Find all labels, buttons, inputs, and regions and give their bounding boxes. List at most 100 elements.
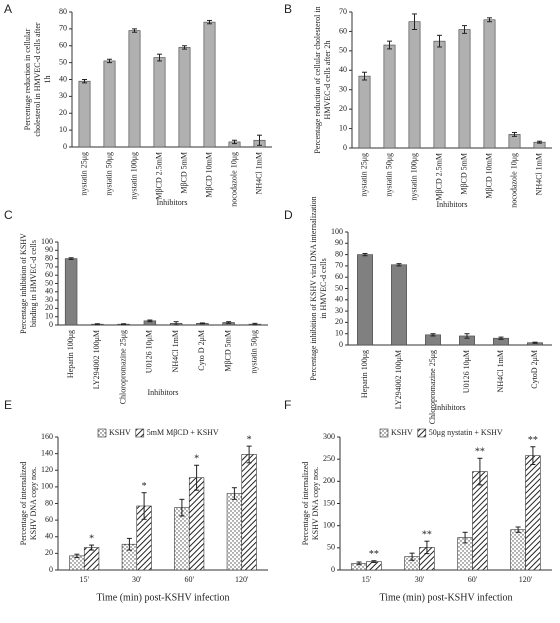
bar: [525, 455, 541, 571]
bar: [188, 477, 205, 571]
x-tick-label: Heparin 100μg: [66, 330, 75, 378]
y-tick-label: 70: [45, 262, 53, 271]
y-tick-label: 30: [59, 91, 67, 100]
x-tick-label: MβCD 10mM: [484, 153, 493, 199]
x-tick-label: MβCD 5mM: [179, 152, 188, 194]
y-tick-label: 100: [41, 237, 53, 246]
bar: [383, 44, 396, 149]
y-tick-label: 30: [339, 85, 347, 94]
y-tick-label: 80: [45, 498, 53, 507]
x-tick-label: U0126 10μM: [462, 350, 471, 393]
y-tick-label: 80: [45, 253, 53, 262]
bar: [128, 30, 141, 148]
y-tick-label: 60: [45, 515, 53, 524]
x-tick-label: Heparin 100μg: [360, 350, 369, 398]
y-axis-label: HMVEC-d cells after 2h: [323, 41, 332, 120]
y-tick-label: 50: [59, 57, 67, 66]
significance-mark: **: [475, 447, 485, 458]
x-tick-label: nocodazole 10μg: [509, 153, 518, 208]
x-tick-label: nocodazole 10μg: [229, 152, 238, 207]
bar: [178, 47, 191, 148]
significance-mark: *: [89, 533, 94, 544]
x-tick-label: CytoD 2μM: [530, 350, 539, 389]
y-tick-label: 70: [59, 24, 67, 33]
bar: [64, 258, 78, 326]
y-tick-label: 10: [45, 312, 53, 321]
y-axis-label: cholesterol in HMVEC-d cells after: [33, 22, 42, 137]
y-tick-label: 40: [45, 287, 53, 296]
y-tick-label: 50: [335, 283, 343, 292]
panel-letter: F: [284, 398, 291, 412]
legend-swatch: [97, 428, 107, 438]
legend-swatch: [417, 428, 427, 438]
x-tick-label: MβCD 2.5mM: [434, 153, 443, 201]
x-tick-label: MβCD 2.5mM: [154, 152, 163, 200]
bar: [358, 75, 371, 149]
significance-mark: **: [369, 549, 379, 560]
y-tick-label: 20: [335, 317, 343, 326]
y-tick-label: 160: [41, 432, 53, 441]
y-axis-label: KSHV DNA copy nos.: [29, 467, 38, 540]
y-axis-label: Percentage of internalized: [301, 462, 310, 546]
x-tick-label: 30': [415, 575, 425, 584]
y-tick-label: 90: [335, 238, 343, 247]
x-tick-label: NH4Cl 1mM: [171, 330, 180, 372]
bar: [153, 57, 166, 148]
y-tick-label: 40: [45, 532, 53, 541]
x-tick-label: 120': [235, 575, 249, 584]
y-axis-label: KSHV DNA copy nos.: [311, 467, 320, 540]
y-tick-label: 20: [59, 108, 67, 117]
significance-mark: *: [247, 434, 252, 445]
x-tick-label: 120': [519, 575, 533, 584]
bar: [510, 529, 526, 571]
y-tick-label: 10: [339, 123, 347, 132]
x-tick-label: Cyto D 2μM: [197, 330, 206, 371]
x-axis-label: Inhibitors: [147, 388, 178, 397]
y-tick-label: 80: [59, 7, 67, 16]
y-tick-label: 70: [335, 261, 343, 270]
legend-label: 50μg nystatin + KSHV: [429, 428, 503, 437]
y-tick-label: 50: [339, 46, 347, 55]
bar: [433, 40, 446, 149]
x-tick-label: LY294002 100μM: [394, 350, 403, 409]
bar: [83, 547, 100, 571]
x-tick-label: 30': [132, 575, 142, 584]
y-tick-label: 80: [335, 249, 343, 258]
y-tick-label: 50: [327, 543, 335, 552]
panel-letter: C: [4, 208, 13, 222]
y-tick-label: 40: [335, 295, 343, 304]
x-tick-label: 60': [185, 575, 195, 584]
y-tick-label: 0: [49, 320, 53, 329]
x-tick-label: MβCD 5mM: [459, 153, 468, 195]
x-tick-label: NH4Cl 1mM: [534, 153, 543, 195]
x-tick-label: NH4Cl 1mM: [254, 152, 263, 194]
x-axis-label: Inhibitors: [436, 200, 467, 209]
x-tick-label: 60': [468, 575, 478, 584]
y-axis-label: Percentage inhibition of KSHV viral DNA …: [309, 196, 318, 380]
bar: [357, 254, 373, 346]
x-tick-label: MβCD 10mM: [204, 152, 213, 198]
x-tick-label: nystatin 50μg: [104, 152, 113, 196]
x-tick-label: nystatin 100μg: [129, 152, 138, 200]
y-axis-label: Percentage reduction in cellular: [23, 28, 32, 130]
y-axis-label: 1h: [43, 76, 52, 84]
y-tick-label: 0: [49, 565, 53, 574]
x-tick-label: U0126 10μM: [145, 330, 154, 373]
y-tick-label: 20: [339, 104, 347, 113]
y-axis-label: Percentage inhibition of KSHV: [19, 233, 28, 334]
y-axis-label: Percentage of internalized: [19, 462, 28, 546]
y-tick-label: 100: [41, 482, 53, 491]
significance-mark: **: [422, 529, 432, 540]
x-axis-label: Time (min) post-KSHV infection: [96, 592, 229, 603]
bar: [472, 471, 488, 571]
y-tick-label: 70: [339, 7, 347, 16]
y-tick-label: 10: [59, 125, 67, 134]
x-tick-label: 15': [80, 575, 90, 584]
x-tick-label: nystatin 25μg: [359, 153, 368, 197]
panel-letter: E: [4, 398, 12, 412]
significance-mark: **: [528, 435, 538, 446]
x-tick-label: MβCD 5mM: [223, 330, 232, 372]
bar: [391, 264, 407, 346]
y-tick-label: 140: [41, 448, 53, 457]
